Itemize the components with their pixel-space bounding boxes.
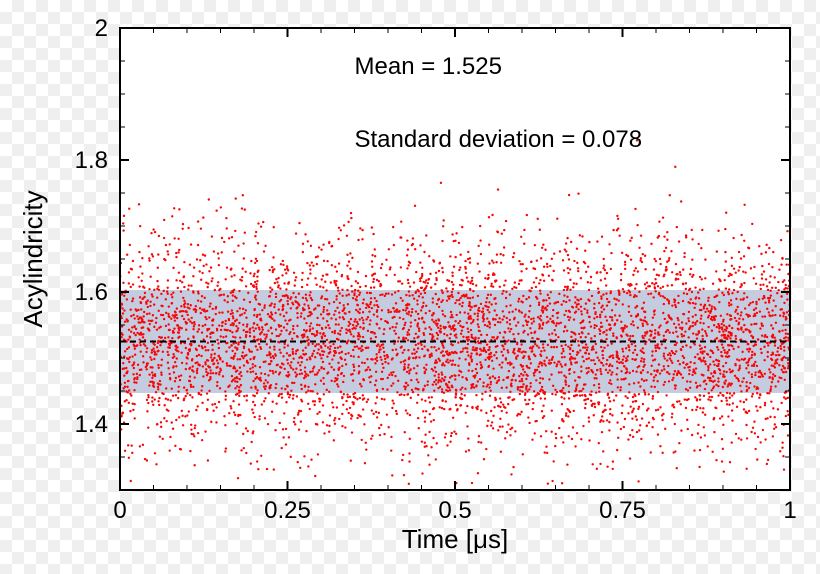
y-tick-label: 1.4 <box>75 411 108 438</box>
x-tick-label: 0.5 <box>438 497 471 524</box>
y-tick-label: 2 <box>95 15 108 42</box>
chart-svg: 0 0.25 0.5 0.75 1 1.4 1.6 1.8 2 Time [μs] Acylindr… <box>0 0 820 574</box>
scatter-chart: 0 0.25 0.5 0.75 1 1.4 1.6 1.8 2 Time [μs] Acylindr… <box>0 0 820 574</box>
x-tick-label: 1 <box>783 497 796 524</box>
y-tick-label: 1.6 <box>75 279 108 306</box>
plot-background <box>120 28 790 490</box>
x-tick-label: 0 <box>113 497 126 524</box>
annotation-mean: Mean = 1.525 <box>355 53 502 80</box>
annotation-std: Standard deviation = 0.078 <box>355 126 643 153</box>
x-tick-label: 0.25 <box>264 497 311 524</box>
y-tick-label: 1.8 <box>75 147 108 174</box>
x-axis-label: Time [μs] <box>402 524 508 554</box>
y-axis-label: Acylindricity <box>18 190 48 327</box>
x-tick-label: 0.75 <box>599 497 646 524</box>
